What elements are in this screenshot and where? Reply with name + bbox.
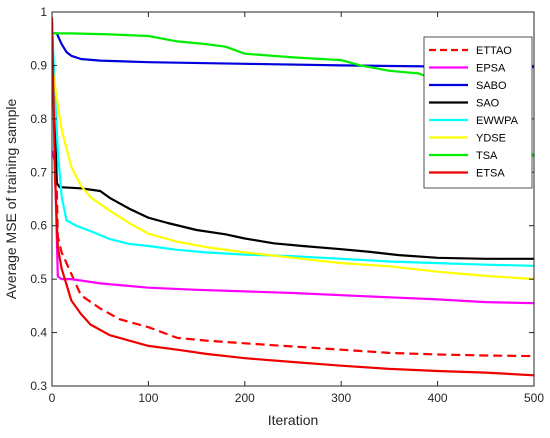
x-tick-label: 400 bbox=[428, 391, 448, 405]
legend-label: EPSA bbox=[476, 63, 506, 75]
y-tick-label: 0.7 bbox=[30, 165, 47, 179]
x-axis: 0 100 200 300 400 500 bbox=[49, 12, 544, 405]
x-axis-label: Iteration bbox=[268, 412, 319, 428]
y-tick-label: 0.6 bbox=[30, 219, 47, 233]
legend: ETTAO EPSA SABO SAO EWWPA YDSE TSA ETSA bbox=[423, 36, 533, 189]
x-tick-label: 200 bbox=[235, 391, 255, 405]
y-tick-label: 0.9 bbox=[30, 58, 47, 72]
legend-label: ETSA bbox=[476, 168, 505, 180]
series-line-etsa bbox=[52, 17, 534, 377]
series-line-ettao bbox=[52, 22, 534, 358]
y-tick-label: 0.4 bbox=[30, 326, 47, 340]
y-tick-label: 0.8 bbox=[30, 112, 47, 126]
legend-label: TSA bbox=[476, 150, 498, 162]
y-tick-label: 1 bbox=[40, 5, 47, 19]
legend-label: YDSE bbox=[476, 133, 506, 145]
x-tick-label: 0 bbox=[49, 391, 56, 405]
series-line-epsa bbox=[52, 150, 534, 305]
y-tick-label: 0.5 bbox=[30, 272, 47, 286]
x-tick-label: 300 bbox=[331, 391, 351, 405]
series-line-ewwpa bbox=[52, 22, 534, 267]
x-tick-label: 500 bbox=[524, 391, 544, 405]
y-tick-label: 0.3 bbox=[30, 379, 47, 393]
y-axis: 0.3 0.4 0.5 0.6 0.7 0.8 0.9 1 bbox=[30, 5, 534, 393]
series-line-ydse bbox=[52, 65, 534, 281]
legend-label: EWWPA bbox=[476, 115, 519, 127]
legend-label: ETTAO bbox=[476, 45, 512, 57]
plot-frame bbox=[51, 11, 535, 387]
legend-box bbox=[423, 36, 533, 189]
legend-label: SABO bbox=[476, 80, 507, 92]
legend-label: SAO bbox=[476, 98, 500, 110]
x-tick-label: 100 bbox=[138, 391, 158, 405]
y-axis-label: Average MSE of training sample bbox=[3, 99, 19, 300]
